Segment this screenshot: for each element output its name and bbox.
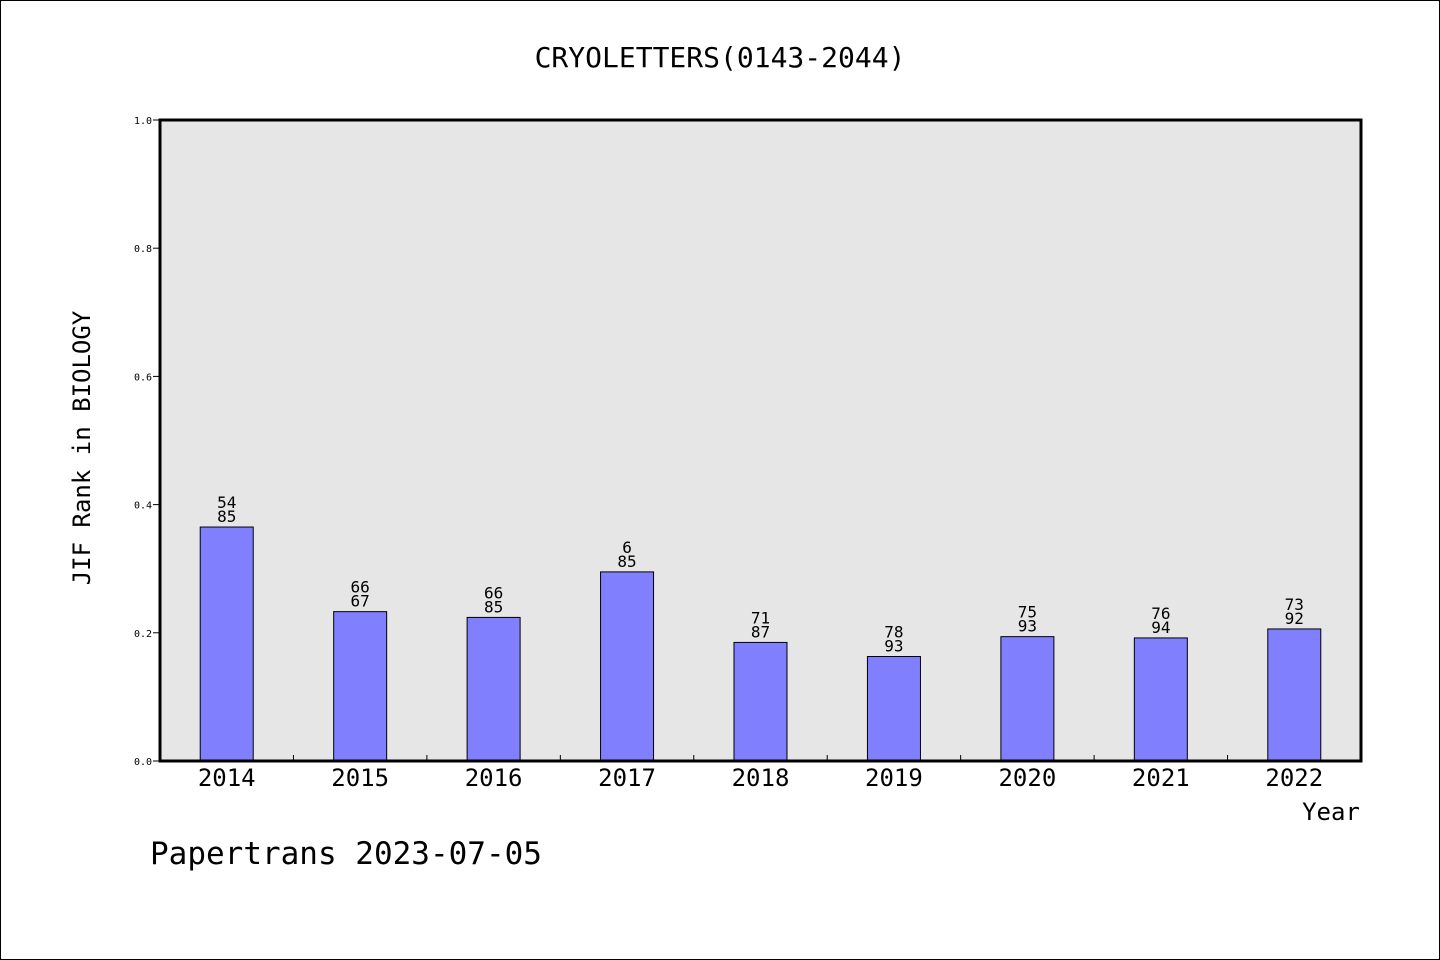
bar-total-label: 85 [617, 552, 636, 571]
bar-total-label: 67 [351, 592, 370, 611]
x-tick-label: 2020 [998, 764, 1056, 792]
bar-2019 [866, 656, 921, 762]
bar-rank-label: 66 [484, 583, 503, 602]
y-axis: 0.0 0.2 0.4 0.6 0.8 1.0 [134, 116, 160, 768]
x-tick-label: 2019 [865, 764, 923, 792]
bar-2014 [199, 526, 254, 762]
y-tick-label: 0.0 [134, 757, 152, 768]
bar-rank-label: 76 [1151, 604, 1170, 623]
bars-group [199, 526, 1322, 762]
x-tick-label: 2021 [1132, 764, 1190, 792]
x-tick-label: 2018 [732, 764, 790, 792]
bar-rank-label: 78 [884, 623, 903, 642]
x-axis-labels: 2014 2015 2016 2017 2018 2019 2020 2021 2022 [198, 764, 1323, 792]
bar-rank-label: 54 [217, 493, 236, 512]
y-tick-label: 1.0 [134, 116, 152, 127]
x-tick-label: 2014 [198, 764, 256, 792]
y-tick-label: 0.4 [134, 501, 152, 512]
x-tick-label: 2016 [465, 764, 523, 792]
bar-2020 [1000, 636, 1055, 762]
bar-2018 [733, 641, 788, 762]
x-axis-label: Year [1302, 798, 1360, 826]
bar-2017 [600, 571, 655, 762]
bar-total-label: 93 [1018, 617, 1037, 636]
bar-total-label: 94 [1151, 618, 1170, 637]
bar-total-label: 92 [1285, 609, 1304, 628]
bar-rank-label: 66 [351, 578, 370, 597]
bar-2021 [1133, 637, 1188, 762]
bar-rank-label: 75 [1018, 603, 1037, 622]
bar-total-label: 87 [751, 622, 770, 641]
bar-total-label: 85 [217, 507, 236, 526]
bar-rank-label: 73 [1285, 595, 1304, 614]
y-tick-label: 0.8 [134, 244, 152, 255]
y-tick-label: 0.2 [134, 629, 152, 640]
x-tick-label: 2015 [331, 764, 389, 792]
bar-2016 [466, 616, 521, 762]
bar-total-label: 93 [884, 637, 903, 656]
source-footer: Papertrans 2023-07-05 [150, 836, 542, 872]
bar-total-label: 85 [484, 597, 503, 616]
x-tick-label: 2022 [1265, 764, 1323, 792]
chart-title: CRYOLETTERS(0143-2044) [535, 41, 906, 74]
bar-rank-label: 71 [751, 608, 770, 627]
bar-2022 [1267, 628, 1322, 762]
y-axis-label: JIF Rank in BIOLOGY [68, 310, 96, 585]
bar-rank-label: 6 [622, 538, 632, 557]
y-tick-label: 0.6 [134, 372, 152, 383]
bar-2015 [333, 611, 388, 762]
x-tick-label: 2017 [598, 764, 656, 792]
plot-border [158, 118, 1363, 763]
